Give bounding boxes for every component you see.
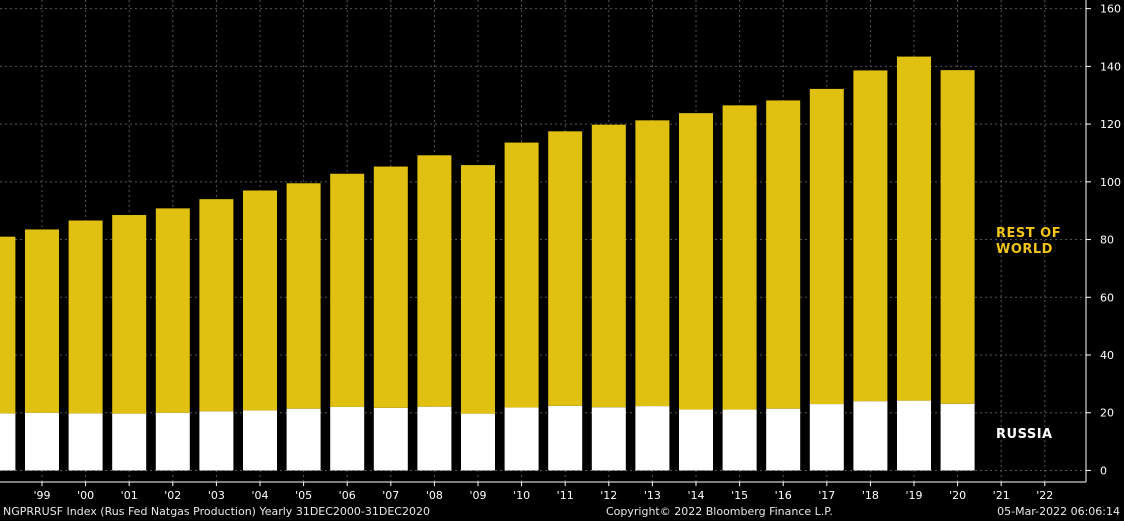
x-tick-label: '02 [164, 489, 181, 502]
x-tick-label: '14 [687, 489, 704, 502]
bar-rest-of-world [548, 131, 583, 406]
bar-rest-of-world [504, 142, 539, 408]
bar-russia [897, 400, 931, 471]
bar-russia [722, 409, 757, 471]
bar-russia [330, 406, 365, 471]
y-tick-label: 40 [1100, 349, 1114, 362]
x-tick-label: '17 [818, 489, 835, 502]
x-tick-label: '13 [644, 489, 661, 502]
x-tick-label: '04 [251, 489, 268, 502]
x-tick-label: '08 [426, 489, 443, 502]
bar-russia [68, 413, 103, 471]
bar-russia [286, 408, 321, 471]
x-tick-label: '15 [731, 489, 748, 502]
bar-russia [548, 405, 583, 471]
bar-rest-of-world [25, 229, 59, 413]
x-tick-label: '18 [862, 489, 879, 502]
y-tick-label: 60 [1100, 291, 1114, 304]
bar-rest-of-world [722, 105, 757, 410]
bar-russia [155, 412, 190, 471]
y-tick-label: 160 [1100, 3, 1121, 16]
bar-russia [766, 408, 801, 471]
bar-rest-of-world [155, 208, 190, 413]
bar-rest-of-world [417, 155, 452, 407]
bar-russia [504, 407, 539, 471]
bar-rest-of-world [897, 56, 931, 401]
legend-label-russia: RUSSIA [996, 427, 1053, 442]
bar-russia [591, 407, 626, 471]
bars [0, 56, 975, 471]
bar-russia [199, 411, 234, 471]
bar-rest-of-world [591, 124, 626, 408]
bar-rest-of-world [766, 100, 801, 409]
bar-russia [243, 410, 277, 471]
x-tick-label: '12 [600, 489, 617, 502]
x-tick-label: '16 [775, 489, 792, 502]
x-axis: '99 '00 '01 '02 '03 '04 '05 '06 '07 '08 '09 '10 '11 '… [0, 481, 1086, 502]
y-tick-label: 20 [1100, 407, 1114, 420]
bar-russia [112, 413, 147, 471]
x-tick-label: '11 [557, 489, 574, 502]
bar-russia [0, 413, 16, 471]
y-tick-label: 120 [1100, 118, 1121, 131]
bar-russia [809, 404, 844, 471]
bar-rest-of-world [679, 113, 713, 410]
y-tick-label: 140 [1100, 60, 1121, 73]
bar-rest-of-world [286, 183, 321, 409]
bar-russia [940, 403, 975, 471]
ticker-description: NGPRRUSF Index (Rus Fed Natgas Productio… [3, 505, 430, 518]
x-tick-label: '99 [33, 489, 50, 502]
bar-russia [635, 406, 670, 471]
bar-rest-of-world [373, 166, 408, 408]
y-tick-label: 100 [1100, 176, 1121, 189]
bar-russia [461, 413, 495, 471]
bar-rest-of-world [68, 220, 103, 414]
bar-rest-of-world [853, 70, 888, 402]
bar-rest-of-world [809, 88, 844, 405]
x-tick-label: '19 [905, 489, 922, 502]
bar-russia [25, 412, 59, 471]
y-axis: 0 20 40 60 80 100 120 140 160 [1085, 0, 1121, 482]
x-tick-label: '06 [339, 489, 356, 502]
bar-rest-of-world [112, 215, 147, 414]
legend-label-rest-of-world: REST OF WORLD [996, 226, 1062, 257]
x-tick-label: '07 [382, 489, 399, 502]
x-tick-label: '01 [121, 489, 138, 502]
bar-russia [417, 406, 452, 471]
bar-rest-of-world [461, 165, 495, 414]
footer-bar: NGPRRUSF Index (Rus Fed Natgas Productio… [0, 503, 1124, 521]
bar-chart: '99 '00 '01 '02 '03 '04 '05 '06 '07 '08 '09 '10 '11 '… [0, 0, 1121, 502]
timestamp: 05-Mar-2022 06:06:14 [997, 505, 1120, 518]
bar-rest-of-world [0, 236, 16, 414]
bar-rest-of-world [940, 70, 975, 404]
x-tick-label: '21 [993, 489, 1010, 502]
y-tick-label: 80 [1100, 234, 1114, 247]
x-tick-label: '00 [77, 489, 94, 502]
bar-russia [853, 401, 888, 471]
bar-russia [373, 407, 408, 471]
x-tick-label: '22 [1036, 489, 1053, 502]
x-tick-label: '20 [949, 489, 966, 502]
x-tick-label: '03 [208, 489, 225, 502]
x-tick-label: '05 [295, 489, 312, 502]
bar-rest-of-world [243, 190, 277, 411]
bar-rest-of-world [635, 120, 670, 407]
copyright-text: Copyright© 2022 Bloomberg Finance L.P. [606, 505, 833, 518]
x-tick-label: '10 [513, 489, 530, 502]
y-tick-label: 0 [1100, 464, 1107, 477]
bar-rest-of-world [199, 199, 234, 412]
bar-rest-of-world [330, 173, 365, 407]
bar-russia [679, 409, 713, 471]
x-tick-label: '09 [469, 489, 486, 502]
